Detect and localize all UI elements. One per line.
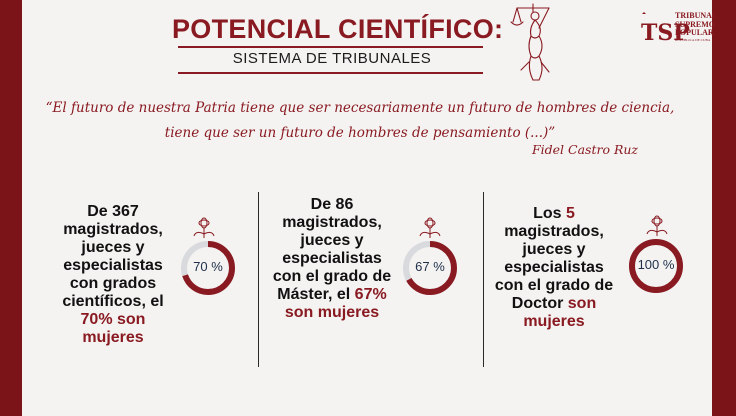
gauge-arc: [181, 241, 235, 295]
quote-line-1: “El futuro de nuestra Patria tiene que s…: [45, 100, 675, 116]
stat-3-gauge-label: 100 %: [637, 257, 675, 272]
quote-author: Fidel Castro Ruz: [531, 142, 639, 157]
logo-text: TRIBUNAL SUPREMO POPULAR REPÚBLICA DE CU…: [675, 11, 718, 42]
page-subtitle: SISTEMA DE TRIBUNALES: [232, 50, 432, 67]
logo-mark: TSP: [641, 20, 690, 46]
stat-3-gauge: [629, 239, 683, 293]
quote-line-2: tiene que ser un futuro de hombres de pe…: [164, 125, 556, 141]
right-border-bar: [712, 0, 736, 416]
stat-1-gauge-label: 70 %: [193, 259, 223, 274]
gauge-arc: [629, 239, 683, 293]
flower-icon: [646, 215, 668, 236]
subtitle-underline: [178, 72, 483, 74]
justice-statue-icon: [510, 3, 550, 81]
page-title: POTENCIAL CIENTÍFICO:: [172, 14, 504, 44]
stat-2-gauge-label: 67 %: [415, 259, 445, 274]
flower-icon: [419, 217, 441, 238]
gauge-arc: [403, 241, 457, 295]
title-underline: [178, 46, 483, 48]
column-divider-1: [258, 192, 259, 367]
tsp-logo: TSP: [640, 12, 690, 52]
quote: “El futuro de nuestra Patria tiene que s…: [40, 96, 680, 146]
column-divider-2: [483, 192, 484, 367]
left-border-bar: [0, 0, 22, 416]
stat-2-text: De 86 magistrados, jueces y especialista…: [272, 196, 392, 321]
stat-2-gauge: [403, 241, 457, 295]
flower-icon: [193, 217, 215, 238]
stat-1-gauge: [181, 241, 235, 295]
stat-3-text: Los 5 magistrados, jueces y especialista…: [494, 205, 614, 330]
stat-1-text: De 367 magistrados, jueces y especialist…: [62, 203, 164, 346]
